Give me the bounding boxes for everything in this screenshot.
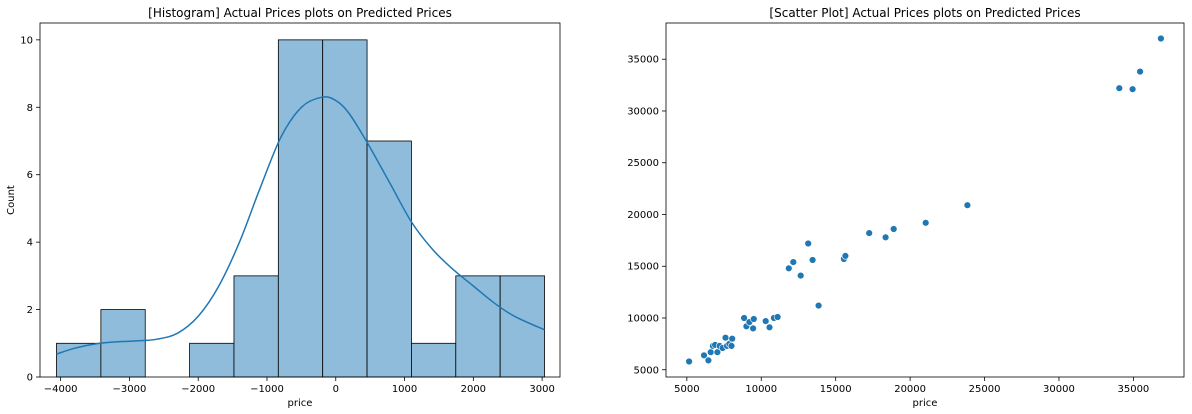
scatter-xtick-label: 5000 bbox=[674, 384, 699, 395]
scatter-point bbox=[740, 314, 748, 322]
hist-ytick-label: 8 bbox=[27, 103, 33, 114]
scatter-point bbox=[773, 313, 782, 321]
histogram-bar bbox=[100, 309, 146, 378]
scatter-point bbox=[796, 271, 805, 280]
scatter-points bbox=[685, 34, 1165, 366]
histogram-ylabel: Count bbox=[6, 185, 17, 215]
scatter-point bbox=[721, 334, 730, 342]
histogram-axes: [Histogram] Actual Prices plots on Predi… bbox=[6, 6, 561, 409]
scatter-point bbox=[1136, 67, 1144, 76]
hist-xtick-label: −4000 bbox=[44, 384, 78, 395]
kde-curve bbox=[56, 96, 545, 355]
hist-xtick-label: −3000 bbox=[113, 384, 147, 395]
scatter-ytick-label: 20000 bbox=[627, 210, 659, 221]
hist-ytick-label: 10 bbox=[20, 35, 33, 46]
histogram-bar bbox=[455, 275, 501, 378]
scatter-point bbox=[765, 323, 774, 331]
scatter-xlabel: price bbox=[913, 398, 938, 409]
histogram-bar bbox=[189, 342, 235, 378]
scatter-point bbox=[685, 357, 693, 366]
scatter-xtick-label: 30000 bbox=[1043, 384, 1075, 395]
scatter-point bbox=[889, 225, 898, 233]
scatter-ytick-label: 30000 bbox=[627, 106, 659, 117]
scatter-title: [Scatter Plot] Actual Prices plots on Pr… bbox=[769, 6, 1080, 20]
scatter-axes: [Scatter Plot] Actual Prices plots on Pr… bbox=[627, 6, 1185, 409]
scatter-point bbox=[814, 301, 823, 310]
scatter-ytick-label: 5000 bbox=[634, 365, 659, 376]
histogram-x-ticks: −4000 −3000 −2000 −1000 0 1000 2000 3000 bbox=[44, 377, 555, 395]
histogram-title: [Histogram] Actual Prices plots on Predi… bbox=[148, 6, 452, 20]
histogram-bar bbox=[322, 39, 368, 378]
hist-xtick-label: 3000 bbox=[529, 384, 554, 395]
scatter-point bbox=[704, 356, 713, 365]
histogram-xlabel: price bbox=[288, 398, 313, 409]
scatter-point bbox=[761, 317, 770, 325]
scatter-point bbox=[865, 229, 873, 237]
scatter-ytick-label: 35000 bbox=[627, 55, 659, 66]
scatter-ytick-label: 25000 bbox=[627, 158, 659, 169]
scatter-point bbox=[785, 264, 793, 272]
hist-ytick-label: 6 bbox=[27, 170, 33, 181]
scatter-point bbox=[881, 233, 890, 242]
hist-ytick-label: 4 bbox=[27, 238, 33, 249]
scatter-xtick-label: 25000 bbox=[969, 384, 1001, 395]
scatter-point bbox=[963, 201, 972, 209]
histogram-bar bbox=[411, 342, 457, 378]
scatter-point bbox=[804, 239, 812, 248]
scatter-point bbox=[706, 348, 715, 356]
histogram-frame bbox=[39, 22, 561, 378]
scatter-point bbox=[728, 335, 736, 343]
scatter-ytick-label: 15000 bbox=[627, 262, 659, 273]
histogram-bar bbox=[277, 39, 324, 378]
scatter-x-ticks: 5000 10000 15000 20000 25000 30000 35000 bbox=[674, 377, 1149, 395]
histogram-bar bbox=[233, 275, 279, 378]
scatter-xtick-label: 20000 bbox=[894, 384, 926, 395]
scatter-point bbox=[1115, 84, 1124, 92]
histogram-bar bbox=[56, 342, 102, 378]
scatter-xtick-label: 10000 bbox=[745, 384, 777, 395]
scatter-ytick-label: 10000 bbox=[627, 314, 659, 325]
scatter-y-ticks: 5000 10000 15000 20000 25000 30000 35000 bbox=[627, 55, 666, 376]
scatter-point bbox=[921, 219, 930, 227]
scatter-xtick-label: 15000 bbox=[820, 384, 852, 395]
hist-xtick-label: −1000 bbox=[250, 384, 284, 395]
scatter-point bbox=[700, 351, 708, 359]
hist-xtick-label: 2000 bbox=[461, 384, 486, 395]
histogram-bars bbox=[56, 39, 545, 378]
scatter-xtick-label: 35000 bbox=[1117, 384, 1149, 395]
hist-xtick-label: −2000 bbox=[181, 384, 215, 395]
scatter-point bbox=[1157, 34, 1165, 43]
scatter-point bbox=[750, 315, 758, 323]
hist-xtick-label: 0 bbox=[333, 384, 339, 395]
hist-ytick-label: 0 bbox=[27, 373, 33, 384]
scatter-frame bbox=[665, 22, 1185, 378]
scatter-point bbox=[1128, 85, 1137, 93]
scatter-point bbox=[808, 256, 817, 264]
scatter-point bbox=[749, 324, 757, 333]
scatter-point bbox=[841, 252, 850, 260]
histogram-bar bbox=[366, 140, 412, 378]
scatter-point bbox=[727, 342, 736, 350]
histogram-y-ticks: 0 2 4 6 8 10 bbox=[20, 35, 40, 384]
hist-ytick-label: 2 bbox=[27, 305, 33, 316]
hist-xtick-label: 1000 bbox=[392, 384, 417, 395]
scatter-point bbox=[789, 258, 797, 266]
